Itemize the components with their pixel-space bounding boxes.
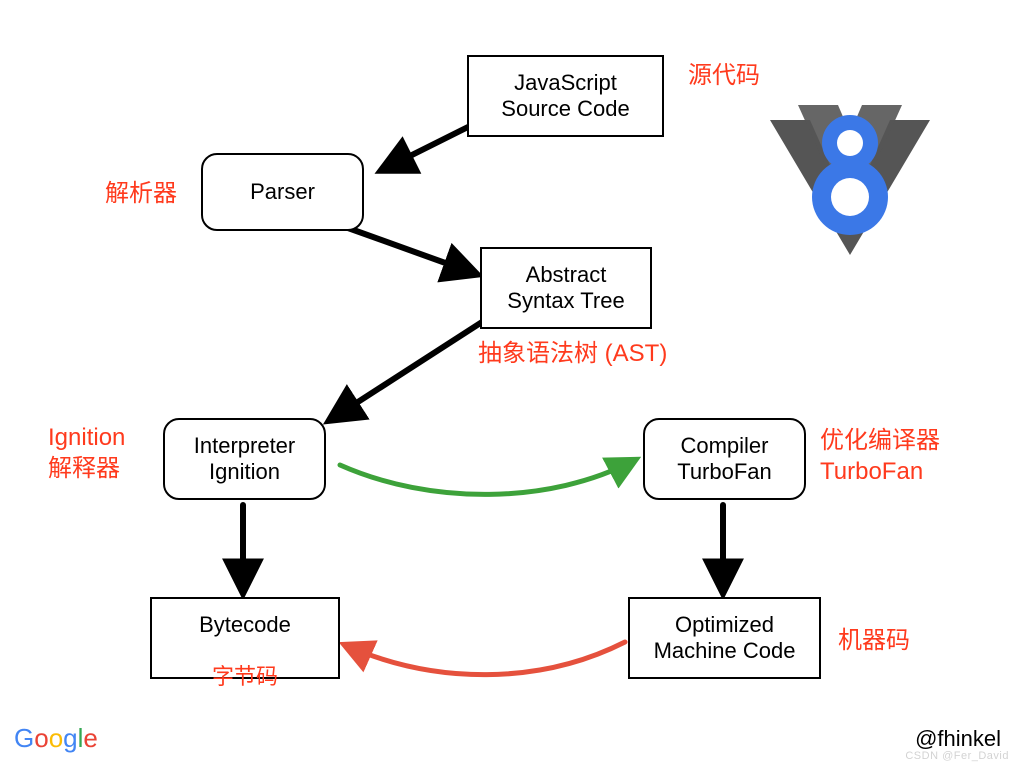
node-bytecode: Bytecode 字节码: [150, 597, 340, 679]
node-interpreter-text: Interpreter Ignition: [194, 433, 296, 486]
label-turbofan: 优化编译器 TurboFan: [820, 425, 940, 487]
label-source: 源代码: [688, 60, 760, 91]
node-optimized-text: Optimized Machine Code: [654, 612, 796, 665]
node-parser-text: Parser: [250, 179, 315, 205]
node-ast-text: Abstract Syntax Tree: [507, 262, 624, 315]
node-bytecode-text: Bytecode: [199, 612, 291, 637]
label-ignition: Ignition 解释器: [48, 422, 125, 484]
google-logo: Google: [14, 723, 98, 754]
node-source-code: JavaScript Source Code: [467, 55, 664, 137]
node-parser: Parser: [201, 153, 364, 231]
attribution: @fhinkel: [915, 726, 1001, 752]
node-optimized: Optimized Machine Code: [628, 597, 821, 679]
label-machine: 机器码: [838, 625, 910, 656]
node-ast: Abstract Syntax Tree: [480, 247, 652, 329]
node-compiler: Compiler TurboFan: [643, 418, 806, 500]
node-source-text: JavaScript Source Code: [501, 70, 629, 123]
label-ast: 抽象语法树 (AST): [478, 338, 667, 369]
node-interpreter: Interpreter Ignition: [163, 418, 326, 500]
v8-logo-icon: [770, 105, 930, 255]
label-parser: 解析器: [105, 178, 177, 209]
watermark: CSDN @Fer_David: [905, 750, 1009, 762]
node-bytecode-sub: 字节码: [212, 664, 278, 689]
node-compiler-text: Compiler TurboFan: [677, 433, 772, 486]
